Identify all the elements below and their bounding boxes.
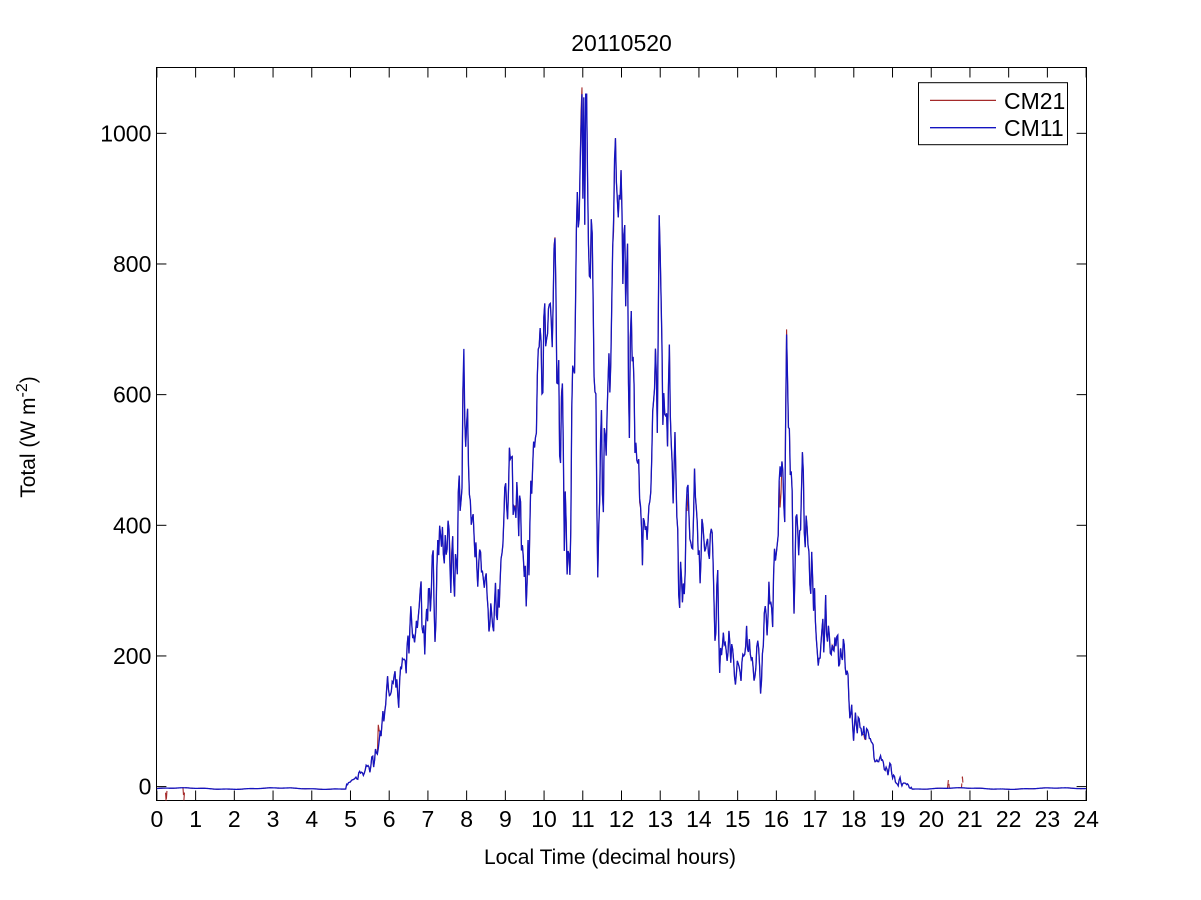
svg-text:24: 24 <box>1073 806 1099 832</box>
svg-text:18: 18 <box>841 806 867 832</box>
svg-text:10: 10 <box>531 806 557 832</box>
svg-text:11: 11 <box>571 806 595 832</box>
svg-text:20110520: 20110520 <box>571 30 672 56</box>
svg-text:400: 400 <box>113 512 151 538</box>
svg-text:6: 6 <box>383 806 396 832</box>
svg-text:800: 800 <box>113 251 151 277</box>
svg-text:0: 0 <box>151 806 164 832</box>
svg-text:23: 23 <box>1035 806 1061 832</box>
svg-text:20: 20 <box>918 806 944 832</box>
svg-text:1: 1 <box>189 806 202 832</box>
svg-text:15: 15 <box>725 806 751 832</box>
svg-text:2: 2 <box>228 806 241 832</box>
svg-text:0: 0 <box>139 774 152 800</box>
svg-text:3: 3 <box>267 806 280 832</box>
svg-text:5: 5 <box>344 806 357 832</box>
svg-text:CM11: CM11 <box>1004 115 1064 141</box>
svg-text:16: 16 <box>764 806 790 832</box>
svg-text:22: 22 <box>996 806 1022 832</box>
svg-text:200: 200 <box>113 643 151 669</box>
svg-text:9: 9 <box>499 806 512 832</box>
svg-text:19: 19 <box>880 806 906 832</box>
svg-text:13: 13 <box>647 806 673 832</box>
svg-text:Local Time (decimal hours): Local Time (decimal hours) <box>484 846 736 869</box>
svg-text:12: 12 <box>609 806 635 832</box>
svg-text:21: 21 <box>957 806 983 832</box>
svg-text:7: 7 <box>422 806 435 832</box>
svg-text:8: 8 <box>460 806 473 832</box>
svg-text:4: 4 <box>305 806 318 832</box>
svg-text:1000: 1000 <box>100 120 151 146</box>
svg-text:CM21: CM21 <box>1004 88 1065 114</box>
svg-text:600: 600 <box>113 382 151 408</box>
svg-text:17: 17 <box>802 806 828 832</box>
svg-text:14: 14 <box>686 806 712 832</box>
